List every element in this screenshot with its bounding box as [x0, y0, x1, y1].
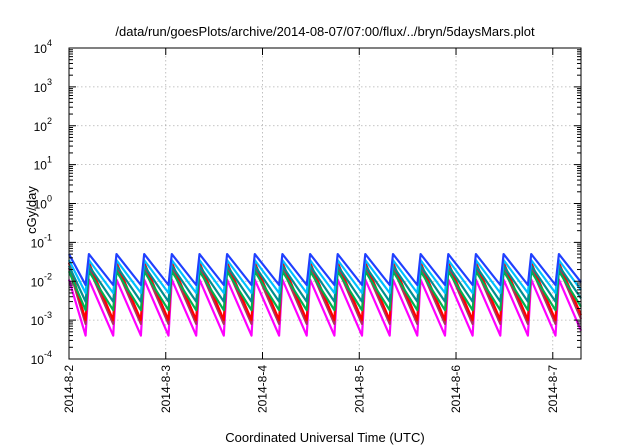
x-axis-label: Coordinated Universal Time (UTC) — [225, 430, 424, 445]
x-tick-label: 2014-8-4 — [256, 365, 270, 413]
y-tick-label: 10-1 — [31, 232, 52, 250]
y-axis-label: cGy/day — [24, 186, 39, 234]
x-tick-label: 2014-8-7 — [546, 365, 560, 413]
series-line-5 — [68, 264, 582, 303]
x-tick-label: 2014-8-5 — [352, 365, 366, 413]
y-tick-exponent: -2 — [44, 271, 52, 281]
y-tick-exponent: 3 — [47, 77, 52, 87]
x-tick-label: 2014-8-6 — [449, 365, 463, 413]
series-line-6 — [68, 259, 582, 295]
y-tick-exponent: 0 — [47, 194, 52, 204]
x-tick-label: 2014-8-2 — [62, 365, 76, 413]
y-tick-label: 10-3 — [31, 310, 52, 328]
x-tick-label: 2014-8-3 — [159, 365, 173, 413]
series-line-1 — [67, 278, 583, 337]
y-tick-label: 10-4 — [31, 349, 52, 367]
y-tick-exponent: 4 — [47, 38, 52, 48]
series-line-7 — [68, 253, 582, 287]
y-tick-exponent: -1 — [44, 232, 52, 242]
y-tick-label: 10-2 — [31, 271, 52, 289]
y-tick-label: 103 — [34, 77, 52, 95]
y-tick-label: 102 — [34, 116, 52, 134]
y-tick-exponent: 2 — [47, 116, 52, 126]
series-group — [67, 253, 583, 337]
y-tick-label: 101 — [34, 155, 52, 173]
y-tick-exponent: -4 — [44, 349, 52, 359]
series-line-4 — [67, 270, 582, 312]
chart-title: /data/run/goesPlots/archive/2014-08-07/0… — [115, 24, 535, 39]
y-tick-exponent: 1 — [47, 155, 52, 165]
y-tick-label: 104 — [34, 38, 52, 56]
y-tick-exponent: -3 — [44, 310, 52, 320]
